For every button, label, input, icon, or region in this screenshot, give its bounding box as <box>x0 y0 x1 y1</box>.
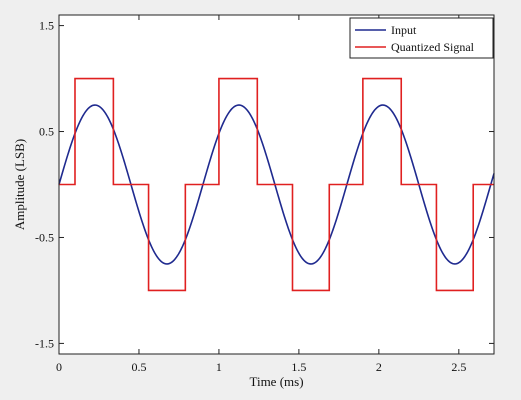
y-tick-label: 0.5 <box>39 125 54 139</box>
x-tick-label: 0 <box>56 360 62 374</box>
y-axis-label: Amplitude (LSB) <box>12 139 27 230</box>
series-layer <box>58 77 495 292</box>
x-tick-label: 1 <box>216 360 222 374</box>
x-tick-label: 2 <box>376 360 382 374</box>
y-tick-label: 1.5 <box>39 19 54 33</box>
legend: Input Quantized Signal <box>349 17 494 59</box>
tick-labels-layer: 0 0.5 1 1.5 2 2.5 1.5 0.5 -0.5 -1.5 <box>35 19 466 374</box>
legend-label-quantized-signal: Quantized Signal <box>391 40 475 54</box>
series-line-input <box>58 104 495 265</box>
plot-frame <box>58 14 495 355</box>
legend-label-input: Input <box>391 23 417 37</box>
x-tick-label: 1.5 <box>291 360 306 374</box>
x-tick-label: 2.5 <box>451 360 466 374</box>
series-line-quantized-signal <box>59 77 494 292</box>
legend-box <box>349 17 494 59</box>
y-tick-label: -1.5 <box>35 336 54 350</box>
x-axis-label: Time (ms) <box>249 374 303 389</box>
x-tick-label: 0.5 <box>131 360 146 374</box>
y-tick-label: -0.5 <box>35 230 54 244</box>
